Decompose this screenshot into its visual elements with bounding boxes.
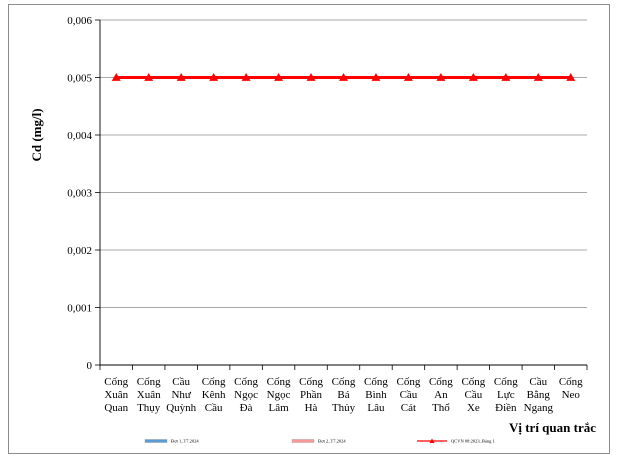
y-tick-label: 0,004 <box>67 130 92 142</box>
data-point <box>306 73 316 81</box>
y-tick-label: 0,002 <box>67 245 92 257</box>
data-point <box>533 73 543 81</box>
x-category-label: Ngang <box>524 402 554 414</box>
x-category-label: Cống <box>364 376 388 388</box>
data-point <box>436 73 446 81</box>
legend-marker <box>429 438 435 443</box>
y-tick-label: 0,005 <box>67 73 92 85</box>
x-category-label: Bình <box>365 389 387 401</box>
x-category-label: Quan <box>104 402 128 414</box>
y-tick-label: 0,001 <box>67 303 92 315</box>
x-category-label: Cầu <box>464 389 482 401</box>
x-category-label: Cầu <box>529 376 547 388</box>
x-category-label: An <box>434 389 448 401</box>
data-point <box>339 73 348 81</box>
legend-swatch <box>144 439 168 443</box>
data-point <box>501 73 511 81</box>
x-category-label: Lâu <box>367 402 385 414</box>
data-point <box>371 73 381 81</box>
y-tick-label: 0,006 <box>67 15 92 27</box>
x-category-label: Kênh <box>202 389 226 401</box>
x-category-label: Xuân <box>104 389 128 401</box>
x-category-label: Xe <box>467 402 480 414</box>
x-category-label: Điền <box>495 402 517 414</box>
legend-entry: QCVN 08:2023_Bảng 1 <box>451 439 495 444</box>
x-category-label: Như <box>171 389 191 401</box>
x-category-label: Cống <box>461 376 485 388</box>
x-category-label: Cống <box>234 376 258 388</box>
axes <box>95 19 588 370</box>
data-point <box>144 73 154 81</box>
x-category-label: Cát <box>401 402 416 414</box>
x-category-label: Cống <box>332 376 356 388</box>
legend-entry: Đợt 2_T7.2024 <box>318 439 346 444</box>
x-category-label: Lâm <box>268 402 289 414</box>
x-category-label: Quỳnh <box>166 402 196 414</box>
x-category-label: Ngọc <box>234 389 258 401</box>
x-category-label: Bằng <box>527 389 551 401</box>
y-tick-label: 0,003 <box>67 188 92 200</box>
data-point <box>241 73 251 81</box>
y-tick-labels: 0 0,001 0,002 0,003 0,004 0,005 0,006 <box>67 15 92 372</box>
x-category-label: Bá <box>337 389 349 401</box>
series-lines <box>111 73 576 81</box>
x-category-label: Cống <box>267 376 291 388</box>
data-point <box>468 73 478 81</box>
x-category-label: Cống <box>559 376 583 388</box>
x-category-label: Hà <box>305 402 318 414</box>
x-category-label: Ngọc <box>267 389 291 401</box>
x-category-label: Cống <box>494 376 518 388</box>
x-category-label: Cống <box>429 376 453 388</box>
legend-entry: Đợt 1_T7.2024 <box>171 439 199 444</box>
x-category-label: Cầu <box>172 376 190 388</box>
x-category-label: Cống <box>202 376 226 388</box>
x-category-label: Thổ <box>432 402 450 414</box>
x-category-label: Neo <box>562 389 581 401</box>
data-point <box>176 73 186 81</box>
y-axis-title: Cd (mg/l) <box>29 108 44 161</box>
data-point <box>111 73 121 81</box>
y-tick-label: 0 <box>87 360 93 372</box>
x-axis-title: Vị trí quan trắc <box>509 420 596 435</box>
data-point <box>274 73 284 81</box>
x-category-label: Lực <box>497 389 515 401</box>
x-category-label: Thụy <box>137 402 161 414</box>
x-category-labels: CốngXuânQuanCốngXuânThụyCầuNhưQuỳnhCốngK… <box>104 376 583 414</box>
x-category-label: Phần <box>300 389 323 401</box>
x-category-label: Đà <box>240 402 253 414</box>
x-category-label: Cống <box>104 376 128 388</box>
x-category-label: Thủy <box>332 402 356 414</box>
x-category-label: Xuân <box>137 389 161 401</box>
data-point <box>566 73 576 81</box>
x-category-label: Cống <box>397 376 421 388</box>
data-point <box>403 73 413 81</box>
x-category-label: Cầu <box>400 389 418 401</box>
data-point <box>209 73 219 81</box>
x-category-label: Cống <box>299 376 323 388</box>
legend: Đợt 1_T7.2024 Đợt 2_T7.2024 QCVN 08:2023_B… <box>144 438 495 444</box>
x-category-label: Cống <box>137 376 161 388</box>
gridlines <box>100 19 587 308</box>
legend-swatch <box>291 439 315 443</box>
x-category-label: Cầu <box>205 402 223 414</box>
